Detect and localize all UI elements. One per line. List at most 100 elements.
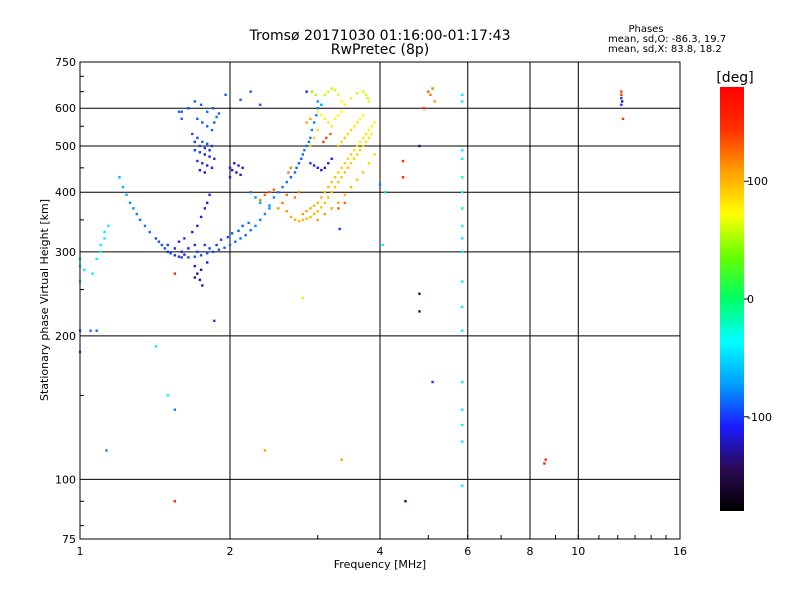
data-point (349, 153, 353, 156)
x-axis-ticks: 1 2 4 6 8 10 16 (77, 535, 687, 558)
data-point (237, 164, 240, 167)
data-point (254, 196, 257, 199)
data-point (289, 215, 293, 219)
data-point (193, 276, 197, 279)
data-point (544, 458, 547, 461)
data-point (247, 221, 250, 225)
data-point (323, 201, 327, 205)
data-point (346, 157, 350, 161)
data-point (305, 144, 308, 148)
data-point (401, 176, 405, 179)
data-point (337, 93, 340, 97)
data-point (91, 272, 94, 275)
data-point (198, 278, 202, 282)
data-point (205, 110, 209, 113)
data-point (118, 176, 121, 179)
colorbar-tick-label: 100 (747, 175, 768, 188)
colorbar-tick-label: 0 (747, 293, 754, 306)
data-point (198, 168, 202, 172)
x-tick-label: 16 (673, 545, 687, 558)
data-point (107, 224, 110, 228)
data-point (327, 90, 330, 93)
colorbar-tick-label: -100 (747, 411, 772, 424)
data-point (281, 201, 284, 205)
data-point (177, 240, 181, 243)
data-point (461, 207, 464, 210)
data-point (343, 193, 347, 197)
data-point (343, 171, 347, 174)
data-point (241, 224, 244, 228)
data-point (316, 209, 319, 213)
data-point (316, 218, 319, 222)
data-point (346, 166, 350, 170)
data-point (297, 162, 301, 165)
data-point (285, 209, 288, 213)
data-point (337, 180, 340, 184)
stats-line-x: mean, sd,X: 83.8, 18.2 (608, 44, 722, 55)
y-tick-label: 500 (55, 140, 76, 153)
data-point (173, 254, 177, 257)
data-point (418, 310, 421, 313)
data-point (193, 148, 197, 152)
data-point (307, 140, 311, 144)
data-point (312, 136, 316, 140)
data-point (323, 166, 327, 170)
x-tick-label: 8 (527, 545, 534, 558)
data-point (210, 128, 214, 132)
data-point (95, 257, 98, 261)
data-point (259, 218, 262, 222)
data-point (316, 107, 319, 110)
data-point (461, 157, 464, 161)
data-point (361, 171, 365, 174)
x-tick-label: 6 (464, 545, 471, 558)
data-point (314, 93, 317, 97)
data-point (367, 162, 371, 165)
data-point (315, 114, 318, 117)
data-point (196, 159, 199, 163)
data-point (205, 201, 209, 205)
data-point (199, 103, 203, 107)
data-point (620, 96, 623, 100)
data-point (431, 87, 434, 90)
data-point (223, 246, 226, 249)
data-point (543, 462, 546, 465)
data-point (210, 166, 214, 170)
data-point (187, 247, 190, 250)
data-point (370, 132, 373, 136)
data-point (461, 191, 464, 194)
data-point (205, 125, 209, 128)
data-point (621, 117, 625, 121)
data-point (173, 500, 177, 503)
data-point (461, 237, 464, 240)
data-point (199, 254, 203, 257)
data-point (213, 157, 216, 161)
data-point (323, 212, 327, 216)
data-point (196, 117, 199, 121)
grid-lines (80, 62, 680, 539)
data-point (620, 90, 623, 93)
data-point (349, 185, 353, 189)
data-point (125, 193, 128, 197)
data-point (320, 103, 323, 107)
data-point (461, 100, 464, 103)
data-point (333, 176, 337, 179)
data-point (235, 171, 238, 174)
data-point (361, 144, 365, 148)
data-point (199, 268, 203, 272)
data-point (312, 204, 316, 207)
data-point (355, 178, 359, 181)
data-point (316, 110, 319, 113)
data-point (201, 121, 204, 124)
data-point (309, 207, 312, 210)
x-tick-label: 10 (571, 545, 585, 558)
data-point (323, 93, 327, 97)
data-point (349, 96, 353, 100)
data-point (289, 176, 293, 179)
data-point (215, 115, 218, 119)
data-point (173, 272, 177, 275)
data-point (367, 128, 371, 132)
data-point (461, 408, 464, 411)
data-point (338, 227, 341, 231)
data-point (230, 232, 234, 235)
data-point (309, 136, 312, 140)
